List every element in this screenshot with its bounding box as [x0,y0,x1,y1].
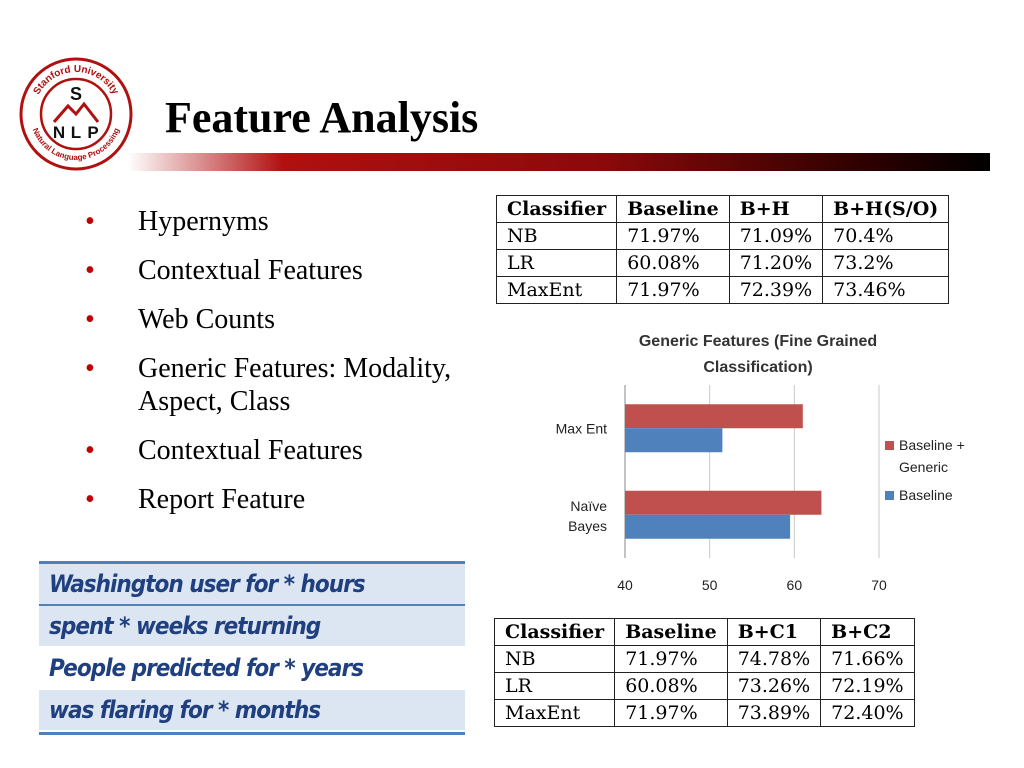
chart-legend-label: Baseline [899,487,953,503]
table-cell: 73.46% [823,277,949,304]
chart-x-tick-label: 70 [871,577,887,593]
table-row: MaxEnt 71.97% 73.89% 72.40% [495,700,915,727]
phrase-item: People predicted for * years [39,648,465,688]
table-cell: 71.97% [617,223,730,250]
table-header-cell: Classifier [495,619,615,646]
table-header-row: Classifier Baseline B+H B+H(S/O) [497,196,949,223]
title-underline-bar [128,153,990,171]
phrase-item: was flaring for * months [39,690,465,730]
table-cell: MaxEnt [495,700,615,727]
chart-x-tick-label: 40 [617,577,633,593]
table-header-cell: Classifier [497,196,617,223]
bullet-dot-icon: • [85,352,95,385]
chart-x-tick-label: 60 [787,577,803,593]
table-cell: 73.2% [823,250,949,277]
bullet-text: Report Feature [138,484,305,515]
table-cell: LR [497,250,617,277]
bullet-item: • Generic Features: Modality, Aspect, Cla… [85,352,525,418]
phrase-box-bottom-border [39,732,465,735]
table-header-cell: Baseline [617,196,730,223]
logo-letter-p: P [87,123,98,142]
table-cell: 73.26% [727,673,820,700]
table-cell: 71.97% [617,277,730,304]
table-row: NB 71.97% 74.78% 71.66% [495,646,915,673]
phrase-item: spent * weeks returning [39,606,465,646]
table-cell: NB [497,223,617,250]
phrase-item: Washington user for * hours [39,564,465,604]
bullet-text: Web Counts [138,304,275,335]
table-cell: LR [495,673,615,700]
generic-features-bar-chart: Generic Features (Fine Grained Classifica… [530,320,1000,605]
chart-bar [625,404,803,428]
table-cell: 73.89% [727,700,820,727]
table-header-cell: B+H [729,196,822,223]
table-cell: 71.09% [729,223,822,250]
table-header-cell: B+C2 [821,619,914,646]
chart-category-label: Naïve Bayes [568,498,607,534]
bullet-dot-icon: • [85,254,95,287]
bullet-item: • Report Feature [85,483,525,516]
chart-x-tick-label: 50 [702,577,718,593]
table-cell: MaxEnt [497,277,617,304]
table-header-cell: B+H(S/O) [823,196,949,223]
chart-legend-swatch [885,491,894,500]
chart-title: Generic Features (Fine Grained Classifica… [639,333,877,376]
bullet-text: Hypernyms [138,206,269,237]
chart-bar [625,515,790,539]
bullet-dot-icon: • [85,434,95,467]
stanford-nlp-logo: Stanford University Natural Language Pro… [18,56,134,172]
table-header-cell: B+C1 [727,619,820,646]
table-cell: 74.78% [727,646,820,673]
bullet-text: Generic Features: Modality, Aspect, Clas… [138,353,451,417]
bullet-dot-icon: • [85,205,95,238]
logo-letter-s: S [70,84,82,104]
table-row: MaxEnt 71.97% 72.39% 73.46% [497,277,949,304]
table-row: LR 60.08% 71.20% 73.2% [497,250,949,277]
table-cell: 71.97% [615,646,728,673]
table-cell: 72.39% [729,277,822,304]
table-row: NB 71.97% 71.09% 70.4% [497,223,949,250]
context-results-table: Classifier Baseline B+C1 B+C2 NB 71.97% … [494,618,915,727]
bullet-item: • Hypernyms [85,205,525,238]
table-cell: 71.20% [729,250,822,277]
table-cell: 72.19% [821,673,914,700]
table-cell: 72.40% [821,700,914,727]
bullet-dot-icon: • [85,483,95,516]
chart-category-label: Max Ent [556,420,607,436]
bullet-text: Contextual Features [138,435,363,466]
chart-legend-label: Baseline + Generic [899,437,965,475]
bullet-dot-icon: • [85,303,95,336]
table-cell: 70.4% [823,223,949,250]
table-cell: 60.08% [615,673,728,700]
hypernym-results-table: Classifier Baseline B+H B+H(S/O) NB 71.9… [496,195,949,304]
bullet-item: • Contextual Features [85,254,525,287]
table-cell: NB [495,646,615,673]
time-phrase-examples: Washington user for * hours spent * week… [39,561,465,736]
logo-letter-l: L [71,123,81,142]
table-cell: 71.66% [821,646,914,673]
bullet-item: • Contextual Features [85,434,525,467]
chart-bar [625,491,821,515]
table-cell: 71.97% [615,700,728,727]
slide-title: Feature Analysis [165,92,478,143]
table-header-cell: Baseline [615,619,728,646]
bullet-text: Contextual Features [138,255,363,286]
chart-bar [625,428,722,452]
chart-legend-swatch [885,441,894,450]
bullet-list: • Hypernyms • Contextual Features • Web Cou… [85,205,525,532]
table-row: LR 60.08% 73.26% 72.19% [495,673,915,700]
logo-letter-n: N [53,123,65,142]
bullet-item: • Web Counts [85,303,525,336]
table-header-row: Classifier Baseline B+C1 B+C2 [495,619,915,646]
table-cell: 60.08% [617,250,730,277]
